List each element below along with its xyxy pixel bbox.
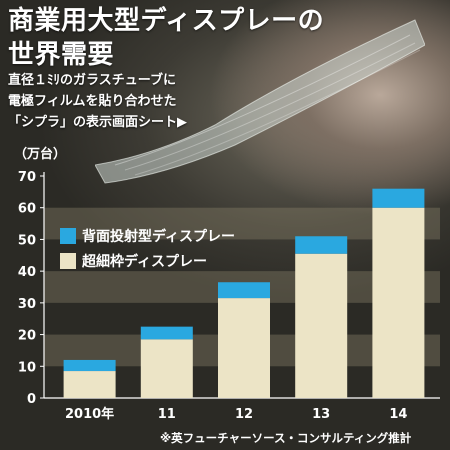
- title-line-2: 世界需要: [8, 40, 115, 70]
- source-note: ※英フューチャーソース・コンサルティング推計: [160, 431, 412, 445]
- narrow-bezel-bar-segment: [372, 207, 425, 398]
- x-tick-label: 14: [389, 407, 407, 422]
- y-tick-label: 30: [18, 297, 36, 312]
- y-tick-label: 20: [18, 329, 36, 344]
- y-tick-label: 10: [18, 360, 36, 375]
- x-tick-label: 12: [235, 407, 253, 422]
- x-tick-label: 13: [312, 407, 330, 422]
- legend-label: 背面投射型ディスプレー: [82, 228, 235, 245]
- back-projection-bar-segment: [63, 359, 116, 372]
- back-projection-bar-segment: [140, 326, 193, 340]
- narrow-bezel-bar-segment: [140, 339, 193, 398]
- back-projection-bar-segment: [218, 282, 270, 299]
- photo-caption: 直径１ﾐﾘのガラスチューブに 電極フィルムを貼り合わせた 「シプラ」の表示画面シ…: [8, 70, 187, 133]
- back-projection-bar-segment: [372, 188, 425, 208]
- display-sheet-photo: [95, 19, 425, 184]
- x-tick-label: 2010年: [65, 406, 114, 422]
- narrow-bezel-bar-segment: [63, 371, 116, 398]
- y-tick-label: 40: [18, 265, 36, 280]
- y-axis-unit-label: （万台）: [14, 147, 67, 162]
- y-tick-label: 70: [18, 170, 36, 185]
- legend-swatch: [60, 228, 76, 244]
- narrow-bezel-bar-segment: [218, 298, 270, 398]
- y-tick-label: 60: [18, 202, 36, 217]
- x-tick-label: 11: [158, 407, 176, 422]
- legend-label: 超細枠ディスプレー: [81, 253, 207, 270]
- y-tick-label: 0: [27, 392, 36, 407]
- caption-line-3: 「シプラ」の表示画面シート▶: [8, 115, 187, 130]
- title-line-1: 商業用大型ディスプレーの: [8, 6, 325, 36]
- legend-swatch: [60, 253, 76, 269]
- narrow-bezel-bar-segment: [295, 253, 348, 398]
- y-tick-label: 50: [18, 233, 36, 248]
- back-projection-bar-segment: [295, 236, 348, 254]
- caption-line-2: 電極フィルムを貼り合わせた: [8, 94, 177, 109]
- chart-title: 商業用大型ディスプレーの 世界需要: [8, 4, 324, 72]
- caption-line-1: 直径１ﾐﾘのガラスチューブに: [8, 73, 176, 88]
